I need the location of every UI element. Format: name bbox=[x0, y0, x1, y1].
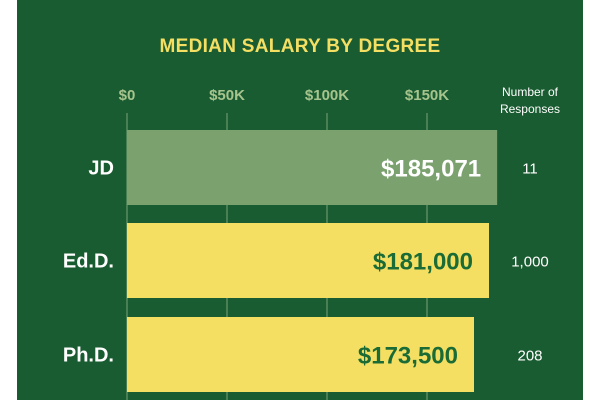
bar-1 bbox=[127, 223, 489, 298]
responses-header-line-2: Responses bbox=[500, 102, 560, 116]
x-tick-label-1: $50K bbox=[209, 87, 245, 104]
responses-value-2: 208 bbox=[517, 348, 542, 365]
chart-title: MEDIAN SALARY BY DEGREE bbox=[159, 36, 440, 57]
bar-0 bbox=[127, 130, 498, 205]
category-label-0: JD bbox=[88, 158, 114, 180]
responses-value-1: 1,000 bbox=[511, 254, 549, 271]
salary-chart: MEDIAN SALARY BY DEGREE $0 $50K $100K $150K… bbox=[63, 36, 560, 400]
x-tick-label-3: $150K bbox=[405, 87, 449, 104]
value-label-2: $173,500 bbox=[358, 343, 458, 370]
responses-header-line-1: Number of bbox=[502, 85, 559, 99]
bars: JD $185,071 11 Ed.D. $181,000 1,000 Ph.D. $173,… bbox=[63, 130, 549, 392]
value-label-1: $181,000 bbox=[373, 249, 473, 276]
bar-2 bbox=[127, 317, 474, 392]
x-axis-ticks: $0 $50K $100K $150K bbox=[119, 87, 450, 104]
category-label-1: Ed.D. bbox=[63, 251, 114, 273]
x-tick-label-2: $100K bbox=[305, 87, 349, 104]
x-tick-label-0: $0 bbox=[119, 87, 136, 104]
chart-panel: MEDIAN SALARY BY DEGREE $0 $50K $100K $150K… bbox=[17, 0, 583, 400]
responses-value-0: 11 bbox=[522, 161, 538, 178]
value-label-0: $185,071 bbox=[381, 156, 481, 183]
category-label-2: Ph.D. bbox=[63, 345, 114, 367]
